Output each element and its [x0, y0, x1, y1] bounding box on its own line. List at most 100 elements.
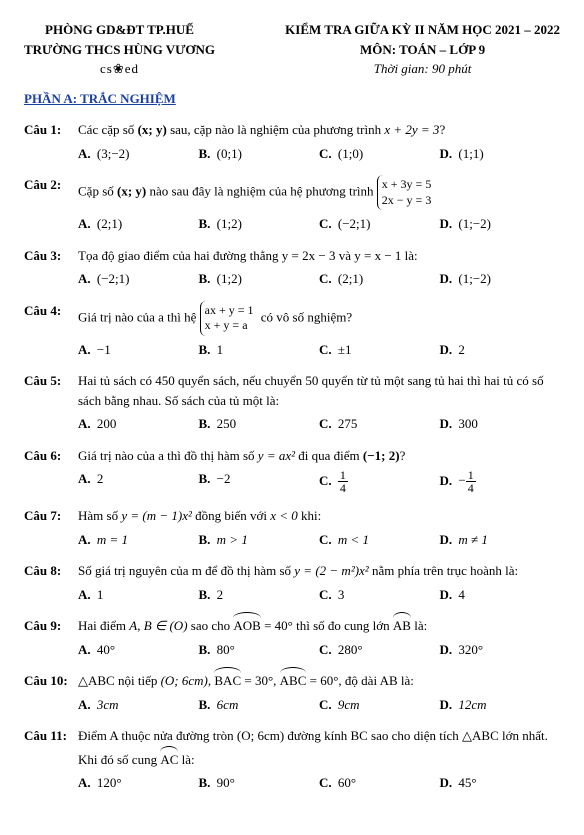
- option: B. m > 1: [199, 530, 320, 550]
- option: D. 12cm: [440, 695, 561, 715]
- ornament: cs❀ed: [24, 59, 215, 79]
- option: B. 250: [199, 414, 320, 434]
- option: D. −14: [440, 469, 561, 494]
- exam-title: KIỂM TRA GIỮA KỲ II NĂM HỌC 2021 – 2022: [285, 20, 560, 40]
- option: C. 3: [319, 585, 440, 605]
- option: B. (0;1): [199, 144, 320, 164]
- question-2: Câu 2: Cặp số (x; y) nào sau đây là nghi…: [24, 175, 560, 234]
- q-stem: Tọa độ giao điểm của hai đường thẳng y =…: [78, 246, 560, 266]
- option: C. (1;0): [319, 144, 440, 164]
- q-stem: Các cặp số (x; y) sau, cặp nào là nghiệm…: [78, 120, 560, 140]
- question-3: Câu 3: Tọa độ giao điểm của hai đường th…: [24, 246, 560, 289]
- option: C. 9cm: [319, 695, 440, 715]
- option: A. −1: [78, 340, 199, 360]
- option: B. 2: [199, 585, 320, 605]
- options-row: A. −1B. 1C. ±1D. 2: [78, 340, 560, 360]
- q-stem: △ABC nội tiếp (O; 6cm), BAC = 30°, ABC =…: [78, 671, 560, 691]
- q-label: Câu 8:: [24, 561, 78, 581]
- options-row: A. (3;−2)B. (0;1)C. (1;0)D. (1;1): [78, 144, 560, 164]
- option: B. (1;2): [199, 269, 320, 289]
- option: A. 2: [78, 469, 199, 494]
- q-label: Câu 5:: [24, 371, 78, 391]
- duration: Thời gian: 90 phút: [285, 59, 560, 79]
- option: D. 300: [440, 414, 561, 434]
- q-stem: Giá trị nào của a thì hệ ax + y = 1x + y…: [78, 301, 560, 336]
- option: D. 320°: [440, 640, 561, 660]
- option: D. (1;−2): [440, 214, 561, 234]
- questions-container: Câu 1: Các cặp số (x; y) sau, cặp nào là…: [24, 120, 560, 793]
- option: D. (1;−2): [440, 269, 561, 289]
- header-right: KIỂM TRA GIỮA KỲ II NĂM HỌC 2021 – 2022 …: [285, 20, 560, 79]
- q-label: Câu 1:: [24, 120, 78, 140]
- option: B. 80°: [199, 640, 320, 660]
- header: PHÒNG GD&ĐT TP.HUẾ TRƯỜNG THCS HÙNG VƯƠN…: [24, 20, 560, 79]
- option: C. 280°: [319, 640, 440, 660]
- option: A. 1: [78, 585, 199, 605]
- options-row: A. 3cmB. 6cmC. 9cmD. 12cm: [78, 695, 560, 715]
- option: A. 40°: [78, 640, 199, 660]
- q-stem: Hai điểm A, B ∈ (O) sao cho AOB = 40° th…: [78, 616, 560, 636]
- option: B. 1: [199, 340, 320, 360]
- options-row: A. (−2;1)B. (1;2)C. (2;1)D. (1;−2): [78, 269, 560, 289]
- option: A. m = 1: [78, 530, 199, 550]
- option: D. 4: [440, 585, 561, 605]
- option: C. m < 1: [319, 530, 440, 550]
- option: A. (−2;1): [78, 269, 199, 289]
- question-7: Câu 7: Hàm số y = (m − 1)x² đồng biến vớ…: [24, 506, 560, 549]
- q-stem: Hàm số y = (m − 1)x² đồng biến với x < 0…: [78, 506, 560, 526]
- question-10: Câu 10: △ABC nội tiếp (O; 6cm), BAC = 30…: [24, 671, 560, 714]
- option: B. (1;2): [199, 214, 320, 234]
- option: C. 275: [319, 414, 440, 434]
- q-stem-2: Khi đó số cung AC là:: [78, 750, 560, 770]
- subject: MÔN: TOÁN – LỚP 9: [285, 40, 560, 60]
- options-row: A. 120°B. 90°C. 60°D. 45°: [78, 773, 560, 793]
- q-label: Câu 9:: [24, 616, 78, 636]
- question-8: Câu 8: Số giá trị nguyên của m để đồ thị…: [24, 561, 560, 604]
- q-label: Câu 4:: [24, 301, 78, 321]
- q-stem: Cặp số (x; y) nào sau đây là nghiệm của …: [78, 175, 560, 210]
- option: A. 200: [78, 414, 199, 434]
- section-a-title: PHẦN A: TRẮC NGHIỆM: [24, 89, 560, 109]
- option: C. (−2;1): [319, 214, 440, 234]
- question-5: Câu 5: Hai tủ sách có 450 quyển sách, nế…: [24, 371, 560, 434]
- question-6: Câu 6: Giá trị nào của a thì đồ thị hàm …: [24, 446, 560, 495]
- options-row: A. 200B. 250C. 275D. 300: [78, 414, 560, 434]
- option: C. 14: [319, 469, 440, 494]
- options-row: A. m = 1B. m > 1C. m < 1D. m ≠ 1: [78, 530, 560, 550]
- q-stem: Điểm A thuộc nửa đường tròn (O; 6cm) đườ…: [78, 726, 560, 746]
- option: A. (2;1): [78, 214, 199, 234]
- q-stem: Số giá trị nguyên của m để đồ thị hàm số…: [78, 561, 560, 581]
- q-label: Câu 7:: [24, 506, 78, 526]
- q-label: Câu 10:: [24, 671, 78, 691]
- option: A. (3;−2): [78, 144, 199, 164]
- option: A. 120°: [78, 773, 199, 793]
- question-11: Câu 11: Điểm A thuộc nửa đường tròn (O; …: [24, 726, 560, 793]
- option: D. (1;1): [440, 144, 561, 164]
- school: TRƯỜNG THCS HÙNG VƯƠNG: [24, 40, 215, 60]
- q-label: Câu 3:: [24, 246, 78, 266]
- q-stem: Hai tủ sách có 450 quyển sách, nếu chuyể…: [78, 371, 560, 410]
- option: C. 60°: [319, 773, 440, 793]
- dept: PHÒNG GD&ĐT TP.HUẾ: [24, 20, 215, 40]
- q-stem: Giá trị nào của a thì đồ thị hàm số y = …: [78, 446, 560, 466]
- option: B. −2: [199, 469, 320, 494]
- options-row: A. 40°B. 80°C. 280°D. 320°: [78, 640, 560, 660]
- header-left: PHÒNG GD&ĐT TP.HUẾ TRƯỜNG THCS HÙNG VƯƠN…: [24, 20, 215, 79]
- q-label: Câu 11:: [24, 726, 78, 746]
- option: A. 3cm: [78, 695, 199, 715]
- question-1: Câu 1: Các cặp số (x; y) sau, cặp nào là…: [24, 120, 560, 163]
- question-9: Câu 9: Hai điểm A, B ∈ (O) sao cho AOB =…: [24, 616, 560, 659]
- q-label: Câu 2:: [24, 175, 78, 195]
- options-row: A. 1B. 2C. 3D. 4: [78, 585, 560, 605]
- options-row: A. 2B. −2C. 14D. −14: [78, 469, 560, 494]
- options-row: A. (2;1)B. (1;2)C. (−2;1)D. (1;−2): [78, 214, 560, 234]
- option: C. ±1: [319, 340, 440, 360]
- option: D. m ≠ 1: [440, 530, 561, 550]
- q-label: Câu 6:: [24, 446, 78, 466]
- question-4: Câu 4: Giá trị nào của a thì hệ ax + y =…: [24, 301, 560, 360]
- option: D. 2: [440, 340, 561, 360]
- option: B. 6cm: [199, 695, 320, 715]
- option: C. (2;1): [319, 269, 440, 289]
- option: D. 45°: [440, 773, 561, 793]
- option: B. 90°: [199, 773, 320, 793]
